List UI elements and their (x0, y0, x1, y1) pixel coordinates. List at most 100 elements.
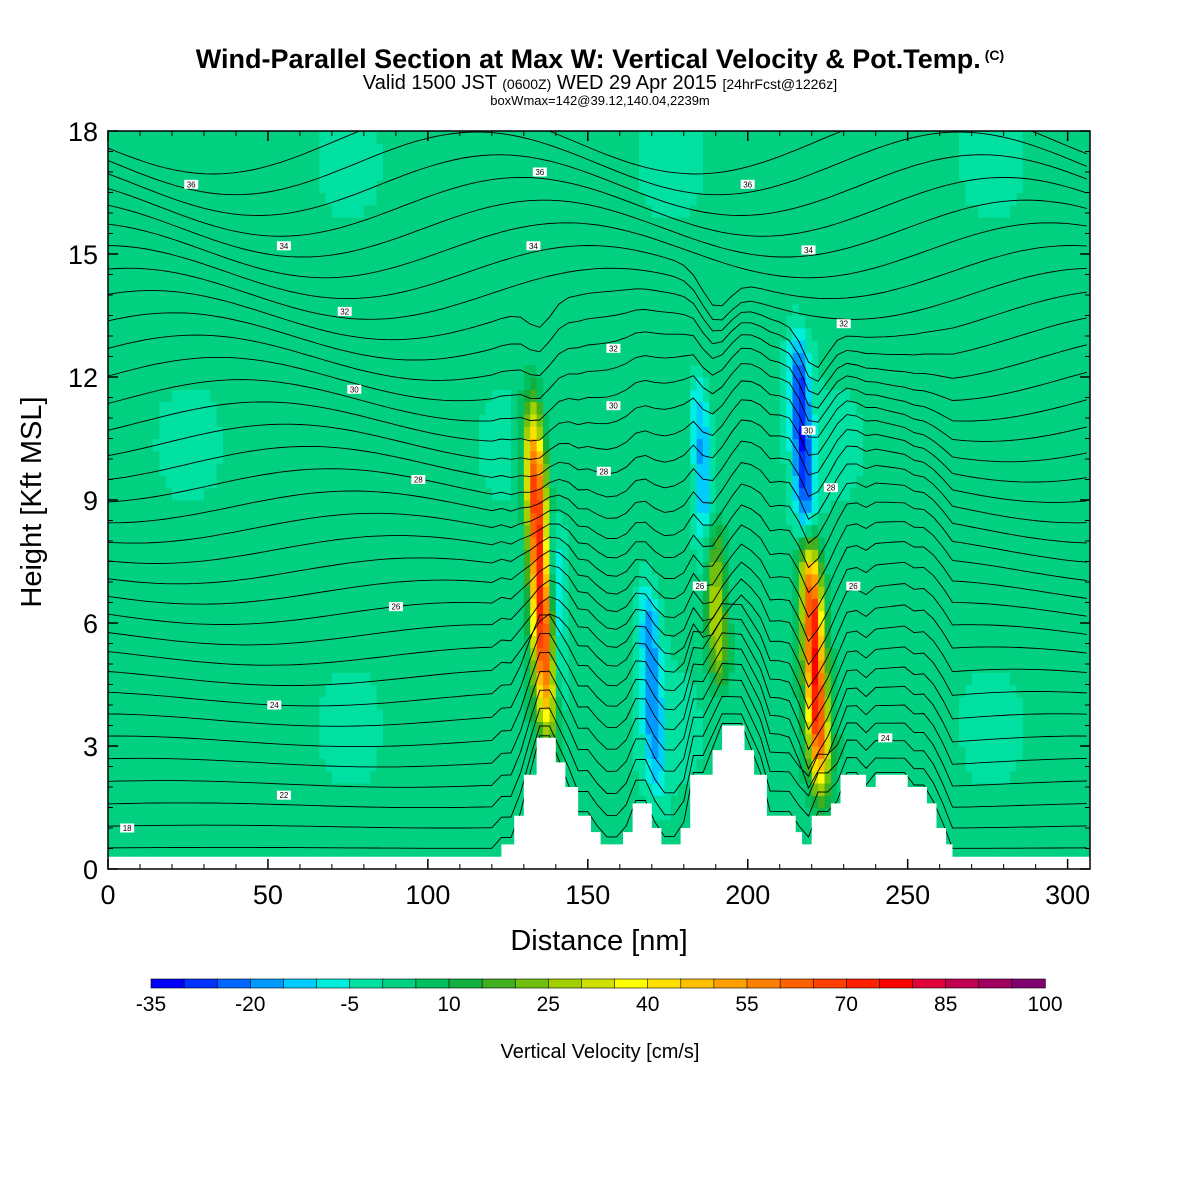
w-cell (120, 807, 128, 821)
w-cell (485, 623, 493, 636)
w-cell (600, 561, 608, 575)
w-cell (523, 500, 531, 513)
w-cell (312, 844, 320, 858)
w-cell (127, 352, 135, 366)
w-cell (255, 832, 263, 845)
w-cell (549, 143, 557, 157)
w-cell (261, 180, 269, 194)
w-cell (184, 315, 192, 329)
w-cell (402, 500, 410, 513)
w-cell (575, 352, 583, 366)
w-cell (191, 659, 199, 673)
w-cell (171, 377, 179, 390)
w-cell (543, 696, 551, 710)
w-cell (395, 573, 403, 587)
w-cell (472, 795, 480, 809)
w-cell (581, 352, 589, 366)
w-cell (267, 340, 275, 353)
w-cell (408, 278, 416, 292)
w-cell (152, 536, 160, 550)
w-cell (376, 155, 384, 169)
w-cell (536, 672, 544, 686)
w-cell (562, 290, 570, 304)
w-cell (485, 364, 493, 378)
w-cell (223, 290, 231, 304)
w-cell (607, 586, 614, 599)
w-cell (108, 659, 115, 673)
w-cell (363, 746, 371, 759)
w-cell (402, 413, 410, 427)
w-cell (466, 586, 474, 599)
w-cell (536, 217, 544, 230)
w-cell (216, 782, 224, 796)
w-cell (152, 795, 160, 809)
w-cell (133, 327, 141, 341)
w-cell (210, 303, 218, 317)
w-cell (427, 782, 435, 796)
w-cell (306, 610, 314, 624)
w-cell (357, 217, 365, 230)
w-cell (415, 217, 423, 230)
w-cell (191, 782, 199, 796)
w-cell (389, 549, 397, 563)
w-cell (498, 450, 506, 464)
w-cell (619, 647, 627, 661)
w-cell (511, 389, 519, 403)
w-cell (434, 709, 442, 722)
w-cell (517, 167, 525, 181)
w-cell (293, 549, 301, 563)
chart-box-info: boxWmax=142@39.12,140.04,2239m (490, 93, 710, 108)
w-cell (152, 327, 160, 341)
w-cell (248, 180, 256, 194)
w-cell (331, 131, 339, 144)
w-cell (299, 377, 307, 390)
w-cell (511, 278, 519, 292)
w-cell (229, 549, 237, 563)
w-cell (267, 352, 275, 366)
w-cell (421, 315, 429, 329)
w-cell (152, 623, 160, 636)
w-cell (108, 364, 115, 378)
w-cell (319, 180, 327, 194)
w-cell (178, 266, 186, 280)
w-cell (171, 524, 179, 538)
w-cell (370, 844, 378, 858)
w-cell (517, 709, 525, 722)
w-cell (549, 131, 557, 144)
w-cell (325, 696, 333, 710)
w-cell (562, 217, 570, 230)
w-cell (370, 610, 378, 624)
w-cell (133, 819, 141, 833)
w-cell (619, 807, 627, 821)
w-cell (523, 450, 531, 464)
w-cell (325, 524, 333, 538)
w-cell (223, 377, 231, 390)
w-cell (575, 389, 583, 403)
w-cell (306, 266, 314, 280)
w-cell (331, 635, 339, 649)
w-cell (114, 635, 122, 649)
w-cell (274, 721, 282, 735)
w-cell (447, 426, 455, 440)
w-cell (594, 340, 602, 353)
w-cell (626, 721, 634, 735)
w-cell (402, 598, 410, 612)
w-cell (171, 131, 179, 144)
w-cell (114, 131, 122, 144)
w-cell (319, 647, 327, 661)
w-cell (274, 795, 282, 809)
w-cell (479, 290, 487, 304)
w-cell (127, 733, 135, 747)
w-cell (466, 684, 474, 698)
w-cell (427, 401, 435, 415)
w-cell (171, 819, 179, 833)
w-cell (402, 512, 410, 526)
w-cell (427, 536, 435, 550)
w-cell (216, 795, 224, 809)
w-cell (331, 684, 339, 698)
w-cell (242, 241, 250, 255)
w-cell (594, 610, 602, 624)
w-cell (108, 450, 115, 464)
w-cell (549, 573, 557, 587)
w-cell (511, 475, 519, 489)
